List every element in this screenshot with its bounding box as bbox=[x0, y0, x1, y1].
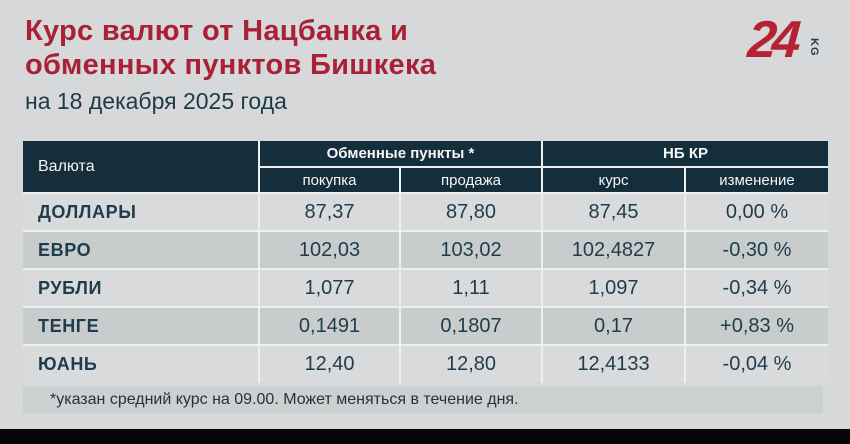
page-title: Курс валют от Нацбанка и обменных пункто… bbox=[25, 14, 436, 82]
page-title-line1: Курс валют от Нацбанка и bbox=[25, 15, 409, 47]
currency-name-cell: ДОЛЛАРЫ bbox=[23, 193, 260, 232]
page-title-line2: обменных пунктов Бишкека bbox=[25, 49, 437, 81]
column-group-national-bank: НБ КР bbox=[542, 141, 829, 168]
sell-cell: 103,02 bbox=[400, 231, 543, 270]
logo-kg-suffix: KG bbox=[808, 38, 820, 57]
rate-cell: 87,45 bbox=[542, 193, 686, 232]
date-subtitle: на 18 декабря 2025 года bbox=[25, 88, 287, 114]
logo-24-mark: 24 bbox=[745, 11, 798, 69]
column-header-sell: продажа bbox=[400, 167, 543, 194]
logo-24kg: 24 KG bbox=[746, 11, 828, 72]
table-header: Валюта Обменные пункты * НБ КР покупка п… bbox=[23, 141, 829, 194]
table-row-rubles: РУБЛИ 1,077 1,11 1,097 -0,34 % bbox=[23, 269, 829, 308]
column-header-currency: Валюта bbox=[23, 141, 260, 194]
column-header-change: изменение bbox=[685, 167, 829, 194]
change-cell: -0,34 % bbox=[685, 269, 829, 308]
currency-name-cell: ЮАНЬ bbox=[23, 345, 260, 383]
buy-cell: 102,03 bbox=[259, 231, 401, 270]
footnote-text: *указан средний курс на 09.00. Может мен… bbox=[50, 390, 519, 408]
column-header-rate: курс bbox=[542, 167, 686, 194]
footnote-bar: *указан средний курс на 09.00. Может мен… bbox=[23, 386, 823, 413]
currency-rates-table: Валюта Обменные пункты * НБ КР покупка п… bbox=[23, 141, 829, 383]
rate-cell: 102,4827 bbox=[542, 231, 686, 270]
rate-cell: 12,4133 bbox=[542, 345, 686, 383]
table-row-dollars: ДОЛЛАРЫ 87,37 87,80 87,45 0,00 % bbox=[23, 193, 829, 232]
column-header-buy: покупка bbox=[259, 167, 401, 194]
sell-cell: 87,80 bbox=[400, 193, 543, 232]
column-group-exchange-offices: Обменные пункты * bbox=[259, 141, 543, 168]
table-row-yuan: ЮАНЬ 12,40 12,80 12,4133 -0,04 % bbox=[23, 345, 829, 383]
currency-name-cell: ЕВРО bbox=[23, 231, 260, 270]
rate-cell: 0,17 bbox=[542, 307, 686, 346]
sell-cell: 12,80 bbox=[400, 345, 543, 383]
buy-cell: 1,077 bbox=[259, 269, 401, 308]
buy-cell: 0,1491 bbox=[259, 307, 401, 346]
currency-name-cell: ТЕНГЕ bbox=[23, 307, 260, 346]
sell-cell: 0,1807 bbox=[400, 307, 543, 346]
change-cell: -0,30 % bbox=[685, 231, 829, 270]
table-row-tenge: ТЕНГЕ 0,1491 0,1807 0,17 +0,83 % bbox=[23, 307, 829, 346]
change-cell: 0,00 % bbox=[685, 193, 829, 232]
buy-cell: 87,37 bbox=[259, 193, 401, 232]
currency-name-cell: РУБЛИ bbox=[23, 269, 260, 308]
buy-cell: 12,40 bbox=[259, 345, 401, 383]
sell-cell: 1,11 bbox=[400, 269, 543, 308]
bottom-black-bar bbox=[0, 429, 850, 444]
rate-cell: 1,097 bbox=[542, 269, 686, 308]
change-cell: +0,83 % bbox=[685, 307, 829, 346]
table-row-euro: ЕВРО 102,03 103,02 102,4827 -0,30 % bbox=[23, 231, 829, 270]
change-cell: -0,04 % bbox=[685, 345, 829, 383]
